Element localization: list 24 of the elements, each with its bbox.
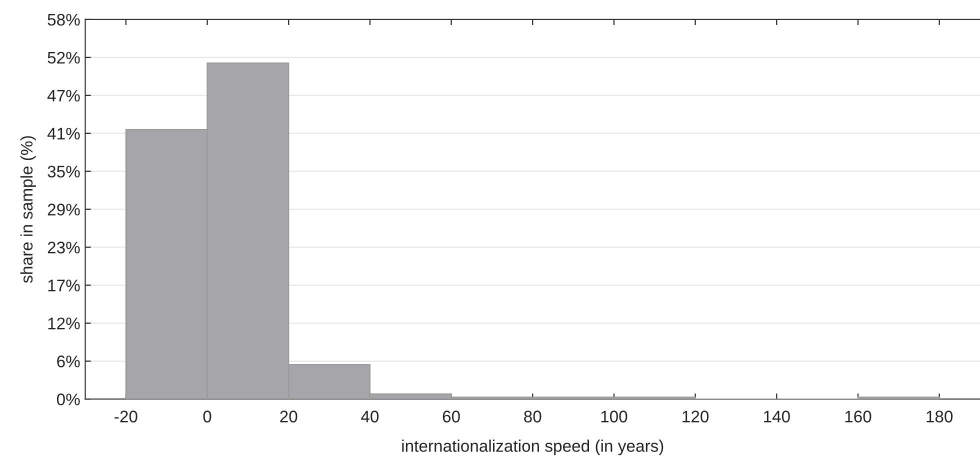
x-tick-label: 40 (361, 410, 379, 422)
y-tick-label: 23% (48, 242, 80, 254)
y-tick-label: 41% (47, 128, 80, 140)
y-tick-label: 12% (48, 318, 80, 330)
y-tick-label: 0% (56, 394, 80, 406)
y-axis-title: share in sample (%) (20, 136, 36, 283)
x-tick-label: 120 (682, 410, 709, 422)
y-tick-label: 58% (48, 14, 80, 26)
y-tick-label: 6% (57, 356, 80, 368)
y-tick-label: 29% (48, 204, 80, 216)
x-tick-label: -20 (114, 410, 138, 422)
x-tick-label: 0 (203, 410, 212, 422)
y-tick-label: 52% (48, 52, 80, 64)
x-tick-label: 140 (764, 410, 790, 422)
x-axis-title: internationalization speed (in years) (402, 440, 664, 456)
x-tick-label: 160 (845, 410, 872, 422)
x-tick-label: 180 (926, 410, 953, 422)
y-tick-label: 47% (47, 90, 80, 102)
x-tick-label: 80 (524, 410, 542, 422)
y-tick-label: 35% (48, 166, 80, 178)
y-tick-label: 17% (48, 280, 80, 292)
x-tick-label: 100 (601, 410, 628, 422)
x-tick-label: 20 (280, 410, 298, 422)
x-tick-label: 60 (442, 410, 460, 422)
